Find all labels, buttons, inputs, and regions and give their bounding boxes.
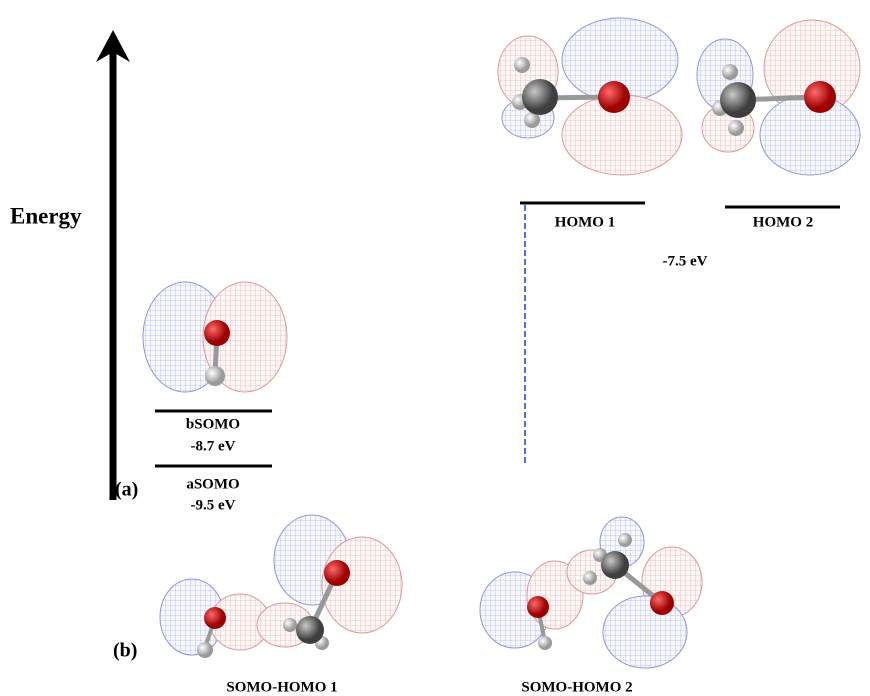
orbital-label: SOMO-HOMO 2	[521, 679, 632, 695]
somo-homo2-orbital	[480, 517, 702, 668]
energy-arrow	[96, 30, 130, 500]
diagram: Energy HOMO 1 HOMO 2 -7.5 eV bSOMO -8.7	[0, 0, 870, 696]
somo-orbital	[143, 282, 287, 392]
somo-homo1-orbital	[160, 515, 402, 658]
level-label: bSOMO	[186, 416, 240, 432]
level-energy: -8.7 eV	[191, 438, 236, 454]
panel-label: (b)	[113, 640, 137, 662]
level-label: aSOMO	[186, 476, 239, 492]
axis-label: Energy	[10, 203, 82, 228]
homo2-orbital	[697, 20, 860, 175]
orbital-label: SOMO-HOMO 1	[226, 679, 337, 695]
homo1-orbital	[498, 18, 682, 175]
panel-label: (a)	[115, 479, 138, 501]
level-energy: -9.5 eV	[191, 497, 236, 513]
level-label: HOMO 2	[753, 214, 813, 230]
level-energy: -7.5 eV	[663, 253, 708, 269]
level-label: HOMO 1	[555, 214, 615, 230]
